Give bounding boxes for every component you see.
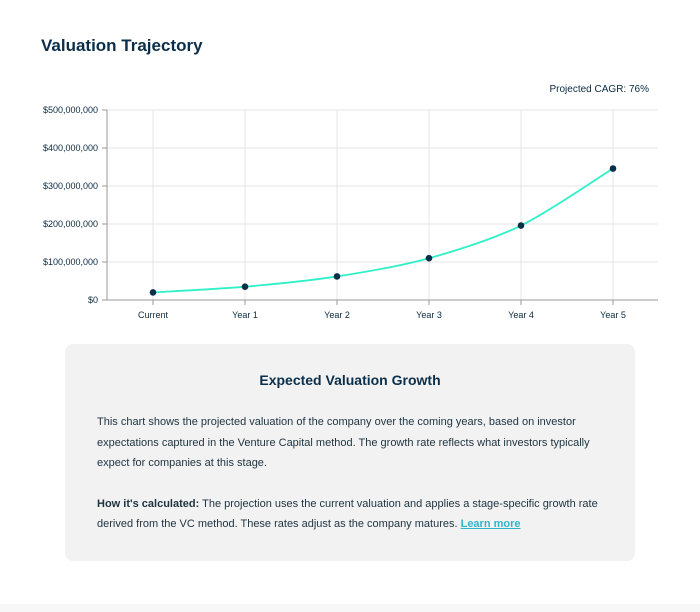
- data-point: [241, 283, 249, 291]
- y-axis-labels: $0 $100,000,000 $200,000,000 $300,000,000 $4…: [43, 105, 98, 305]
- info-card-heading: Expected Valuation Growth: [259, 372, 441, 388]
- bottom-strip: [0, 604, 700, 612]
- calc-text: The projection uses the current valuatio…: [97, 497, 598, 531]
- calc-label: How it's calculated:: [97, 497, 200, 510]
- cagr-label: Projected CAGR: 76%: [549, 84, 650, 95]
- y-tick-label: $100,000,000: [43, 257, 98, 267]
- info-card-calculation: How it's calculated: The projection uses…: [97, 494, 603, 535]
- y-tick-label: $500,000,000: [43, 105, 98, 115]
- info-card-body: This chart shows the projected valuation…: [97, 416, 590, 469]
- x-tick-label: Year 5: [600, 310, 626, 320]
- x-tick-label: Year 2: [324, 310, 350, 320]
- y-tick-label: $200,000,000: [43, 219, 98, 229]
- y-tick-label: $300,000,000: [43, 181, 98, 191]
- chart-axes: [102, 109, 658, 305]
- data-point: [333, 273, 341, 280]
- data-point: [609, 165, 617, 172]
- y-tick-label: $400,000,000: [43, 143, 98, 153]
- x-tick-label: Year 4: [508, 310, 534, 320]
- x-tick-label: Current: [138, 310, 169, 320]
- chart-grid: [107, 109, 658, 300]
- x-axis-labels: Current Year 1 Year 2 Year 3 Year 4 Year 5: [138, 310, 626, 320]
- learn-more-link[interactable]: Learn more: [460, 518, 521, 530]
- valuation-line-chart: $0 $100,000,000 $200,000,000 $300,000,000 $4…: [43, 105, 658, 320]
- x-tick-label: Year 1: [232, 310, 258, 320]
- valuation-line: [152, 167, 614, 294]
- chart-series: [149, 165, 617, 296]
- data-point: [517, 222, 525, 229]
- data-point: [149, 289, 157, 296]
- data-point: [425, 254, 433, 262]
- x-tick-label: Year 3: [416, 310, 442, 320]
- y-tick-label: $0: [88, 295, 98, 305]
- chart-title: Valuation Trajectory: [41, 36, 203, 55]
- info-card: Expected Valuation Growth This chart sho…: [65, 344, 635, 561]
